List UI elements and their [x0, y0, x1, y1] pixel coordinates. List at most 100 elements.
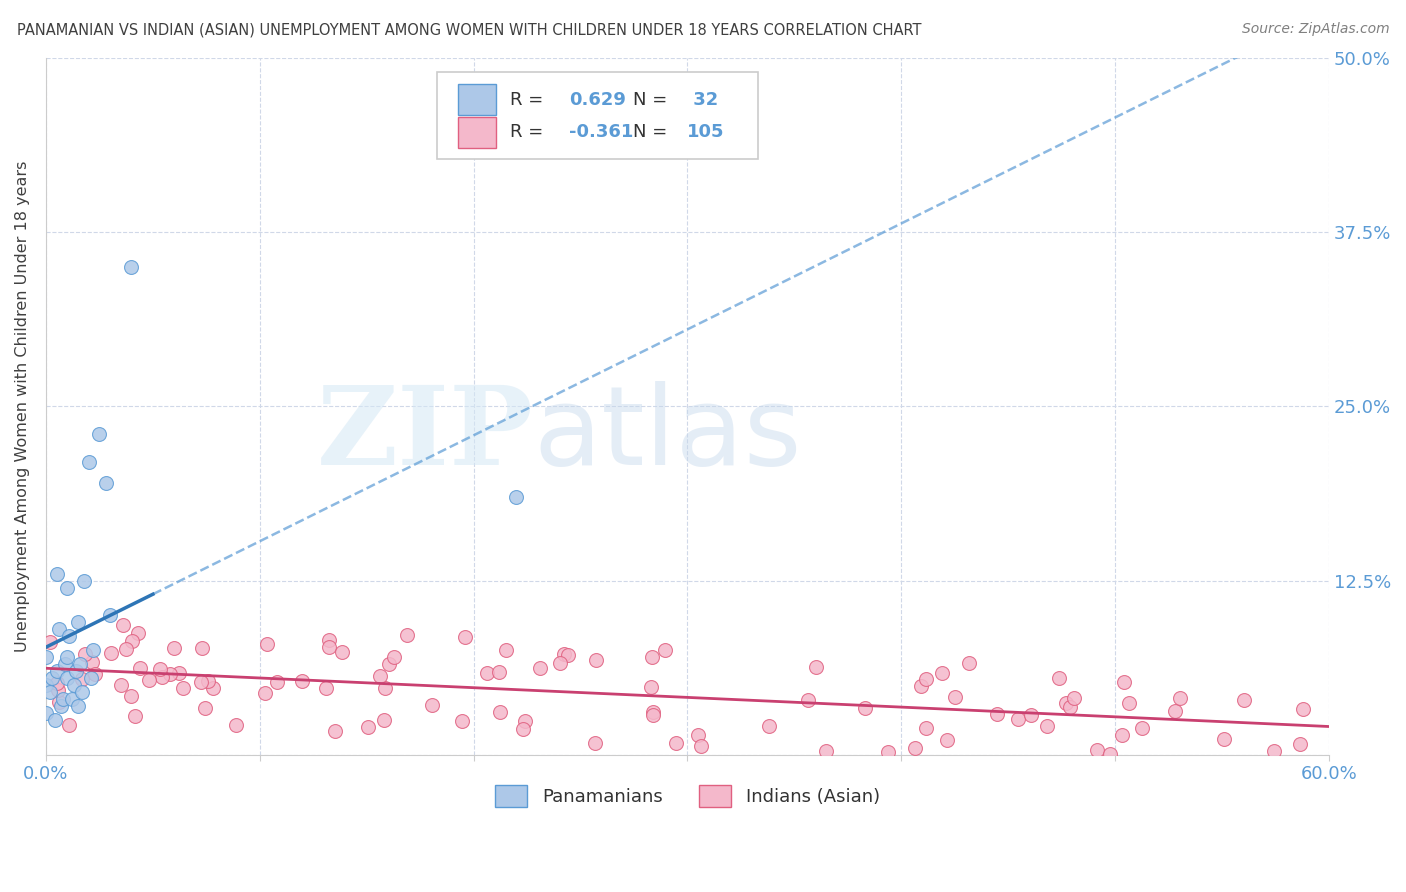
Indians (Asian): [46, 676, 69, 690]
Indians (Asian): [1289, 738, 1312, 752]
Indians (Asian): [253, 685, 276, 699]
Indians (Asian): [935, 733, 957, 747]
Indians (Asian): [1007, 712, 1029, 726]
Text: R =: R =: [510, 123, 550, 141]
Indians (Asian): [374, 681, 396, 696]
Indians (Asian): [495, 642, 517, 657]
Indians (Asian): [1063, 691, 1085, 706]
Panamanians: [39, 685, 62, 699]
Panamanians: [89, 427, 111, 442]
Legend: Panamanians, Indians (Asian): Panamanians, Indians (Asian): [486, 775, 889, 815]
Text: ZIP: ZIP: [316, 381, 533, 488]
Panamanians: [82, 643, 104, 657]
Indians (Asian): [451, 714, 474, 729]
Indians (Asian): [877, 745, 900, 759]
Indians (Asian): [1085, 742, 1108, 756]
Indians (Asian): [256, 637, 278, 651]
Panamanians: [72, 685, 94, 699]
Panamanians: [41, 671, 63, 685]
Panamanians: [121, 260, 143, 274]
Y-axis label: Unemployment Among Women with Children Under 18 years: Unemployment Among Women with Children U…: [15, 161, 30, 652]
Text: 0.629: 0.629: [569, 90, 626, 109]
Indians (Asian): [529, 661, 551, 675]
Panamanians: [56, 671, 79, 685]
Indians (Asian): [323, 724, 346, 739]
Indians (Asian): [915, 721, 938, 735]
Panamanians: [67, 699, 90, 714]
Indians (Asian): [1118, 696, 1140, 710]
Panamanians: [60, 692, 83, 706]
Panamanians: [35, 706, 58, 720]
Indians (Asian): [1168, 690, 1191, 705]
Panamanians: [98, 608, 121, 623]
Indians (Asian): [515, 714, 537, 729]
Indians (Asian): [395, 628, 418, 642]
Indians (Asian): [1019, 707, 1042, 722]
Panamanians: [80, 671, 103, 685]
Text: Source: ZipAtlas.com: Source: ZipAtlas.com: [1241, 22, 1389, 37]
Indians (Asian): [641, 705, 664, 719]
Indians (Asian): [454, 630, 477, 644]
Indians (Asian): [957, 657, 980, 671]
Indians (Asian): [368, 669, 391, 683]
Indians (Asian): [815, 744, 838, 758]
Indians (Asian): [1263, 744, 1285, 758]
Indians (Asian): [315, 681, 337, 695]
Text: atlas: atlas: [533, 381, 801, 488]
Indians (Asian): [138, 673, 160, 687]
Panamanians: [35, 678, 58, 692]
Indians (Asian): [72, 672, 94, 686]
Indians (Asian): [853, 700, 876, 714]
Indians (Asian): [318, 640, 340, 654]
Panamanians: [94, 475, 117, 490]
Indians (Asian): [318, 633, 340, 648]
Indians (Asian): [1054, 697, 1077, 711]
Indians (Asian): [904, 740, 927, 755]
Panamanians: [62, 678, 84, 692]
Panamanians: [49, 699, 72, 714]
Indians (Asian): [149, 662, 172, 676]
Text: R =: R =: [510, 90, 550, 109]
Indians (Asian): [943, 690, 966, 705]
FancyBboxPatch shape: [458, 84, 496, 115]
Indians (Asian): [654, 643, 676, 657]
Indians (Asian): [197, 673, 219, 688]
Panamanians: [45, 566, 67, 581]
Indians (Asian): [641, 707, 664, 722]
Indians (Asian): [1112, 675, 1135, 690]
Indians (Asian): [1049, 672, 1071, 686]
Panamanians: [48, 623, 70, 637]
Indians (Asian): [641, 649, 664, 664]
Indians (Asian): [512, 723, 534, 737]
Panamanians: [45, 665, 67, 679]
Indians (Asian): [127, 626, 149, 640]
Indians (Asian): [422, 698, 444, 713]
Panamanians: [44, 713, 66, 727]
Indians (Asian): [110, 678, 132, 692]
Indians (Asian): [169, 665, 191, 680]
Text: 32: 32: [688, 90, 718, 109]
Indians (Asian): [585, 653, 607, 667]
Indians (Asian): [931, 666, 953, 681]
Indians (Asian): [557, 648, 579, 662]
Panamanians: [77, 455, 100, 469]
Panamanians: [69, 657, 91, 672]
Indians (Asian): [1111, 728, 1133, 742]
Indians (Asian): [915, 672, 938, 686]
Indians (Asian): [46, 682, 69, 697]
Indians (Asian): [291, 674, 314, 689]
Panamanians: [53, 657, 76, 672]
Indians (Asian): [357, 720, 380, 734]
Indians (Asian): [758, 719, 780, 733]
Indians (Asian): [986, 707, 1008, 722]
Indians (Asian): [121, 633, 143, 648]
Indians (Asian): [225, 718, 247, 732]
Indians (Asian): [75, 648, 97, 662]
Indians (Asian): [583, 736, 606, 750]
Indians (Asian): [266, 674, 288, 689]
Panamanians: [56, 581, 79, 595]
Indians (Asian): [1233, 693, 1256, 707]
Text: PANAMANIAN VS INDIAN (ASIAN) UNEMPLOYMENT AMONG WOMEN WITH CHILDREN UNDER 18 YEA: PANAMANIAN VS INDIAN (ASIAN) UNEMPLOYMEN…: [17, 22, 921, 37]
Indians (Asian): [163, 641, 186, 656]
Indians (Asian): [58, 717, 80, 731]
